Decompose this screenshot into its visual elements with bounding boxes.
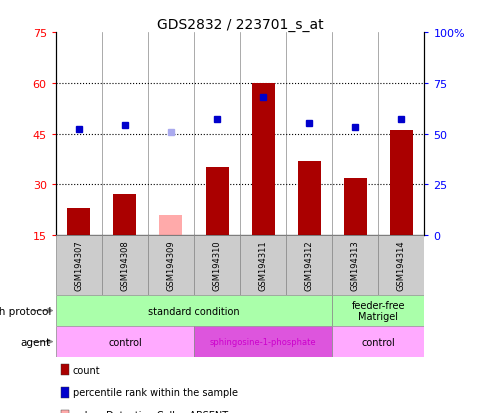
Bar	[67, 209, 90, 235]
Bar	[251, 83, 274, 235]
Text: GSM194314: GSM194314	[396, 240, 405, 291]
Bar	[159, 215, 182, 235]
Text: GSM194310: GSM194310	[212, 240, 221, 291]
Text: value, Detection Call = ABSENT: value, Detection Call = ABSENT	[73, 410, 227, 413]
Text: GSM194312: GSM194312	[304, 240, 313, 291]
Bar	[56, 326, 194, 357]
Bar	[332, 235, 378, 295]
Bar	[56, 295, 332, 326]
Bar	[194, 235, 240, 295]
Text: percentile rank within the sample: percentile rank within the sample	[73, 387, 237, 397]
Bar	[194, 326, 332, 357]
Text: GSM194308: GSM194308	[120, 240, 129, 291]
Bar	[205, 168, 228, 235]
Text: feeder-free
Matrigel: feeder-free Matrigel	[351, 300, 404, 322]
Bar	[102, 235, 148, 295]
Text: standard condition: standard condition	[148, 306, 239, 316]
Bar	[378, 235, 424, 295]
Bar	[56, 235, 102, 295]
Bar	[286, 235, 332, 295]
Text: control: control	[361, 337, 394, 347]
Text: GSM194309: GSM194309	[166, 240, 175, 291]
Bar	[240, 235, 286, 295]
Title: GDS2832 / 223701_s_at: GDS2832 / 223701_s_at	[156, 18, 323, 32]
Bar	[113, 195, 136, 235]
Bar	[148, 235, 194, 295]
Bar	[332, 326, 424, 357]
Text: sphingosine-1-phosphate: sphingosine-1-phosphate	[210, 337, 316, 346]
Text: control: control	[108, 337, 141, 347]
Text: GSM194313: GSM194313	[350, 240, 359, 291]
Bar	[297, 161, 320, 235]
Bar	[332, 295, 424, 326]
Text: GSM194311: GSM194311	[258, 240, 267, 291]
Text: count: count	[73, 365, 100, 375]
Text: agent: agent	[21, 337, 51, 347]
Bar	[389, 131, 412, 235]
Text: GSM194307: GSM194307	[74, 240, 83, 291]
Bar	[343, 178, 366, 235]
Text: growth protocol: growth protocol	[0, 306, 51, 316]
